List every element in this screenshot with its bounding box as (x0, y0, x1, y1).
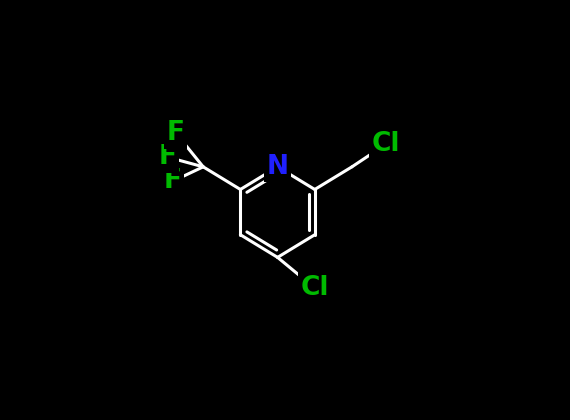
Text: F: F (164, 168, 181, 194)
Text: N: N (267, 154, 288, 180)
Text: F: F (158, 144, 177, 170)
Text: Cl: Cl (372, 131, 400, 157)
Text: F: F (166, 120, 185, 146)
Text: Cl: Cl (300, 275, 329, 301)
